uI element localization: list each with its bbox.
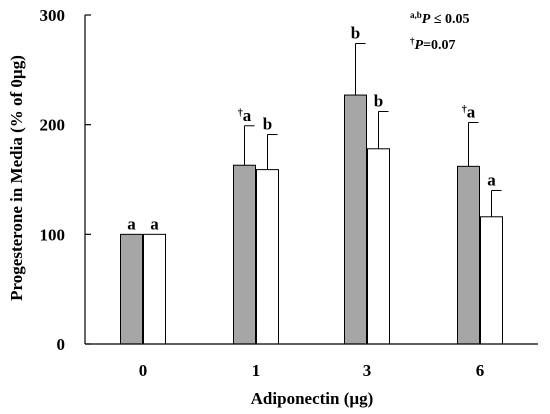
x-ticks-layer: 0 1 3 6	[139, 361, 485, 380]
x-tick-label-6: 6	[476, 361, 485, 380]
sig-label-series1-1: †a	[238, 106, 252, 125]
y-axis-label: Progesterone in Media (% of 0µg)	[7, 55, 26, 301]
legend-note-1: a,bP ≤ 0.05	[410, 10, 470, 27]
error-bars-layer	[244, 43, 502, 217]
bar-series2-3	[367, 148, 390, 345]
sig-label-series1-0: a	[127, 214, 136, 233]
bars-layer	[120, 94, 503, 345]
sig-label-series1-3: b	[351, 24, 360, 43]
y-tick-label-300: 300	[40, 6, 66, 25]
bar-series2-0	[143, 233, 166, 345]
x-tick-label-1: 1	[252, 361, 261, 380]
sig-label-series1-6: †a	[462, 102, 476, 121]
y-ticks-layer: 0 100 200 300	[40, 6, 91, 354]
bar-series2-6	[480, 216, 503, 345]
sig-label-series2-1: b	[263, 115, 272, 134]
bar-series2-1	[256, 169, 279, 345]
y-tick-label-100: 100	[40, 225, 66, 244]
y-tick-label-0: 0	[57, 335, 66, 354]
bar-series1-6	[457, 165, 480, 345]
sig-label-series2-3: b	[374, 92, 383, 111]
significance-legend: a,bP ≤ 0.05 †P=0.07	[410, 10, 470, 53]
x-tick-label-3: 3	[363, 361, 372, 380]
bar-series1-3	[344, 94, 367, 345]
bar-series1-1	[233, 164, 256, 345]
x-axis-label: Adiponectin (µg)	[251, 389, 374, 408]
sig-label-series2-0: a	[150, 214, 159, 233]
bar-series1-0	[120, 233, 143, 345]
significance-labels-layer: a †a b †a a b b a	[127, 24, 496, 234]
sig-label-series2-6: a	[487, 170, 496, 189]
x-tick-label-0: 0	[139, 361, 148, 380]
y-tick-label-200: 200	[40, 116, 66, 135]
legend-note-2: †P=0.07	[410, 36, 456, 53]
